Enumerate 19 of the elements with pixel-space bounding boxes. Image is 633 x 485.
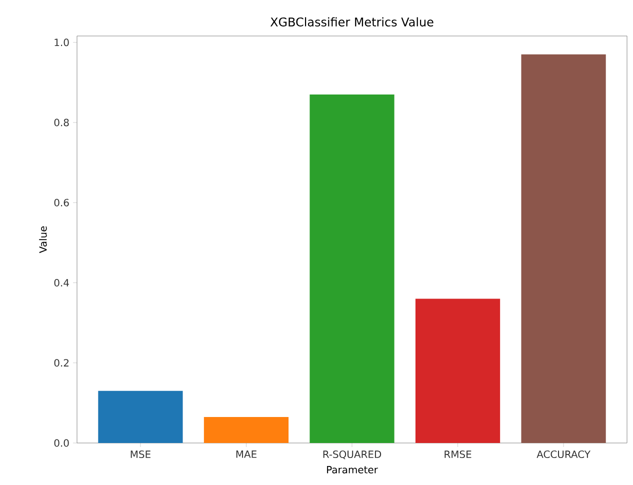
bar	[310, 94, 394, 443]
y-tick-label: 0.6	[54, 198, 69, 206]
y-tick-label: 0.2	[54, 359, 68, 367]
bar	[204, 416, 289, 443]
x-tick-label: ACCURACY	[536, 450, 590, 458]
x-tick-label: MSE	[130, 450, 150, 458]
y-tick-label: 0.8	[54, 118, 69, 126]
bar	[521, 54, 606, 443]
chart-title: XGBClassifier Metrics Value	[270, 17, 434, 26]
y-tick-label: 0.4	[54, 278, 69, 287]
x-axis-title: Parameter	[327, 466, 378, 474]
x-tick-label: R-SQUARED	[323, 450, 382, 460]
x-tick-label: MAE	[236, 450, 256, 458]
y-axis-title: Value	[39, 226, 47, 254]
y-tick-label: 0.0	[54, 439, 69, 447]
bar	[415, 298, 500, 443]
x-tick-label: RMSE	[444, 450, 472, 458]
y-tick-label: 1.0	[54, 38, 69, 46]
bar	[98, 390, 183, 443]
